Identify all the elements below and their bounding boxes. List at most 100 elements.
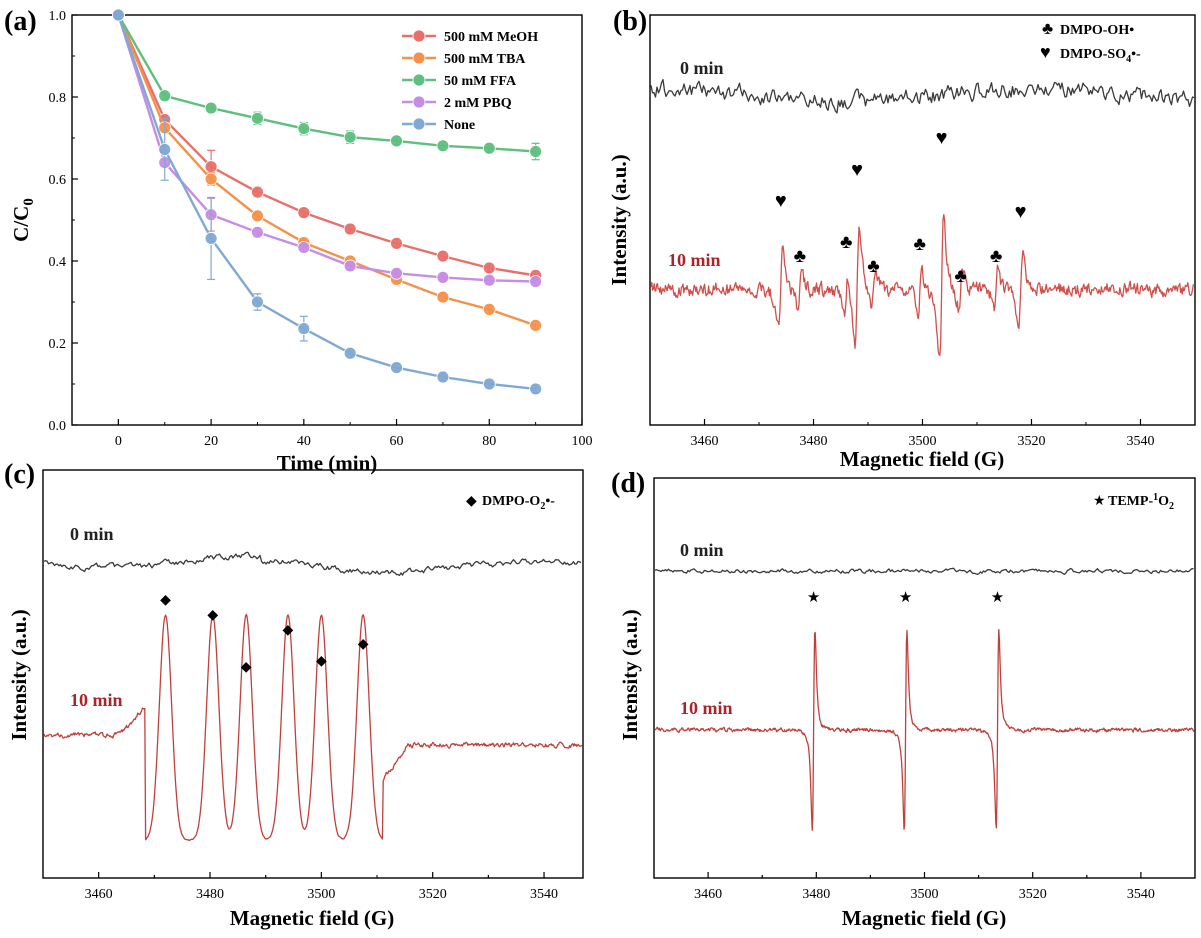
panel-c-legend-main: DMPO-O <box>482 494 540 509</box>
diamond-marker-icon: ◆ <box>358 637 369 652</box>
panel-a-data-point <box>390 236 403 250</box>
panel-a-ylabel: C/C0 <box>9 198 37 242</box>
panel-a-data-point <box>297 206 311 220</box>
panel-b-legend-hydroxyl: DMPO-OH• <box>1060 23 1134 38</box>
panel-a-xtick-label: 20 <box>204 434 218 449</box>
panel-c-label: (c) <box>4 459 35 490</box>
panel-a-data-point <box>482 141 496 155</box>
panel-a-xtick-label: 40 <box>297 434 311 449</box>
panel-d: (d) 3460 3480 3500 3520 3540 ★ ★ ★ 0 min 10 mi… <box>611 468 1196 930</box>
panel-d-traces <box>654 567 1195 831</box>
panel-a-ytick-label: 0.0 <box>49 419 67 434</box>
panel-a-series-line <box>117 14 536 283</box>
panel-a-data-point <box>482 261 496 275</box>
panel-d-legend-main: TEMP- <box>1108 494 1153 509</box>
panel-b-trace-10min <box>650 213 1195 357</box>
panel-a-legend-marker <box>412 29 426 43</box>
panel-a-series-line <box>117 14 536 391</box>
panel-a-data-point <box>251 209 264 223</box>
star-symbol-icon: ★ <box>1093 494 1106 509</box>
panel-a-data-point <box>529 382 543 396</box>
panel-b-frame <box>649 14 1196 426</box>
panel-a-data-point <box>390 361 403 375</box>
panel-d-trace-10min-label: 10 min <box>680 698 733 718</box>
panel-c-trace-0min <box>43 551 582 577</box>
panel-a-data-point <box>251 111 264 125</box>
panel-b-xtick-label: 3500 <box>909 434 937 449</box>
club-marker-icon: ♣ <box>794 246 806 267</box>
panel-a-data-point <box>343 346 357 360</box>
panel-c-xtick-label: 3460 <box>85 887 113 902</box>
panel-a-data-point <box>482 377 496 391</box>
panel-d-xtick-label: 3480 <box>802 887 830 902</box>
panel-a-xtick-label: 100 <box>572 434 593 449</box>
panel-d-axes: 3460 3480 3500 3520 3540 <box>694 872 1155 902</box>
panel-c-xtick-label: 3520 <box>419 887 447 902</box>
panel-d-legend-sub: 2 <box>1169 501 1174 512</box>
panel-a-data-point <box>204 232 218 245</box>
panel-a-data-point <box>529 318 543 332</box>
panel-a-ylabel-sub: 0 <box>21 198 37 206</box>
panel-b-legend-sulfate: DMPO-SO4•- <box>1060 47 1141 65</box>
diamond-marker-icon: ◆ <box>283 623 294 638</box>
panel-a-xtick-label: 60 <box>390 434 404 449</box>
diamond-marker-icon: ◆ <box>316 654 327 669</box>
panel-a-data-point <box>436 139 450 153</box>
panel-a-data-point <box>482 302 496 316</box>
panel-b-xtick-label: 3520 <box>1018 434 1046 449</box>
panel-a-legend-label: 50 mM FFA <box>444 74 517 89</box>
panel-a-ytick-label: 0.4 <box>49 255 67 270</box>
panel-a-data-point <box>436 290 450 304</box>
panel-c-legend-superoxide: DMPO-O2•- <box>482 494 555 512</box>
panel-d-frame <box>653 477 1196 879</box>
panel-d-xtick-label: 3520 <box>1019 887 1047 902</box>
diamond-marker-icon: ◆ <box>241 660 252 675</box>
diamond-marker-icon: ◆ <box>207 608 218 623</box>
panel-a-series-line <box>117 14 536 153</box>
panel-d-trace-10min <box>654 628 1195 831</box>
panel-c-trace-10min <box>43 613 583 841</box>
panel-b-xtick-label: 3480 <box>800 434 828 449</box>
panel-a-series <box>111 8 543 282</box>
panel-a-series <box>111 8 543 396</box>
panel-a-data-point <box>297 241 311 254</box>
panel-a-series-group <box>111 8 543 396</box>
panel-d-xlabel: Magnetic field (G) <box>842 906 1006 930</box>
panel-a-data-point <box>297 122 311 135</box>
panel-a: (a) 0 20 40 60 80 100 0.0 0.2 0.4 0.6 0.8 1.0 500 m… <box>4 6 593 475</box>
panel-a-data-point <box>390 266 403 280</box>
panel-c-trace-0min-label: 0 min <box>70 524 114 544</box>
panel-d-xtick-label: 3500 <box>911 887 939 902</box>
panel-a-data-point <box>529 145 543 158</box>
heart-marker-icon: ♥ <box>851 159 863 181</box>
panel-a-legend-marker <box>412 51 426 65</box>
star-marker-icon: ★ <box>899 590 912 606</box>
panel-a-series-line <box>117 14 536 327</box>
club-symbol-icon: ♣ <box>1042 19 1053 38</box>
heart-marker-icon: ♥ <box>775 190 787 212</box>
panel-d-legend-singlet: TEMP-1O2 <box>1108 492 1174 512</box>
panel-a-data-point <box>343 130 357 144</box>
panel-d-ylabel: Intensity (a.u.) <box>618 609 642 740</box>
panel-a-xlabel: Time (min) <box>277 451 378 475</box>
panel-c-xtick-label: 3480 <box>196 887 224 902</box>
panel-c-traces <box>43 551 583 841</box>
diamond-marker-icon: ◆ <box>160 593 171 608</box>
panel-a-data-point <box>251 225 264 239</box>
panel-c-trace-10min-label: 10 min <box>70 690 123 710</box>
panel-c-axes: 3460 3480 3500 3520 3540 <box>85 872 558 902</box>
diamond-symbol-icon: ◆ <box>466 494 477 509</box>
heart-marker-icon: ♥ <box>936 127 948 149</box>
panel-a-series-line <box>117 14 536 277</box>
panel-b-legend: ♣ DMPO-OH• ♥ DMPO-SO4•- <box>1040 19 1141 65</box>
panel-c-frame <box>42 469 584 879</box>
panel-a-ytick-label: 0.8 <box>49 91 67 106</box>
panel-d-xtick-label: 3540 <box>1127 887 1155 902</box>
panel-a-data-point <box>111 8 125 22</box>
panel-d-trace-0min <box>654 567 1194 576</box>
panel-b-traces <box>650 78 1195 357</box>
star-marker-icon: ★ <box>807 590 820 606</box>
club-marker-icon: ♣ <box>914 234 926 255</box>
panel-b-trace-0min-label: 0 min <box>680 58 724 78</box>
